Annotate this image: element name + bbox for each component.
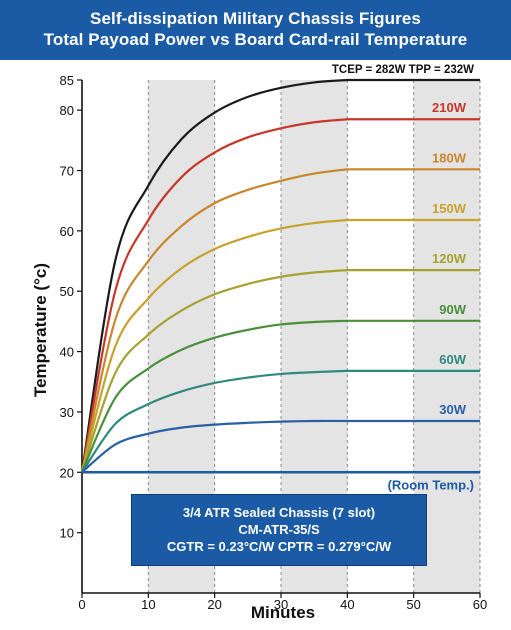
series-line-1	[80, 78, 480, 473]
series-lines	[80, 78, 480, 474]
chart-title-line-2: Total Payoad Power vs Board Card-rail Te…	[43, 30, 468, 49]
series-line-5	[80, 269, 480, 473]
y-tick-label-10: 10	[60, 526, 74, 541]
series-line-4	[80, 218, 480, 473]
chassis-info-box: 3/4 ATR Sealed Chassis (7 slot) CM-ATR-3…	[131, 494, 427, 566]
series-label-3: 180W	[432, 150, 467, 165]
y-tick-label-40: 40	[60, 345, 74, 360]
x-tick-label-50: 50	[406, 597, 420, 612]
thermal-ratings: CGTR = 0.23°C/W CPTR = 0.279°C/W	[166, 539, 392, 554]
series-line-8	[81, 419, 480, 474]
series-labels: (Room Temp.) TCEP = 282W TPP = 232W 210W 18…	[332, 64, 474, 492]
series-label-7: 60W	[439, 352, 466, 367]
x-axis-label: Minutes	[251, 603, 315, 622]
x-tick-label-60: 60	[473, 597, 487, 612]
chassis-type: 3/4 ATR Sealed Chassis (7 slot)	[182, 505, 376, 520]
y-tick-label-85: 85	[60, 73, 74, 88]
y-tick-label-50: 50	[60, 284, 74, 299]
x-tick-label-0: 0	[78, 597, 85, 612]
series-line-3	[80, 168, 480, 473]
series-label-5: 120W	[432, 251, 467, 266]
axes: 10 20 30 40 50 60 70 80 85 0 10 20 30 40 50 60	[60, 73, 488, 612]
x-tick-label-30: 30	[274, 597, 288, 612]
series-label-1: TCEP = 282W TPP = 232W	[332, 64, 474, 76]
series-line-7	[81, 369, 480, 473]
y-tick-label-80: 80	[60, 103, 74, 118]
y-tick-label-60: 60	[60, 224, 74, 239]
chart-title-line-1: Self-dissipation Military Chassis Figure…	[90, 9, 421, 28]
series-label-4: 150W	[432, 201, 467, 216]
y-axis-label: Temperature (°c)	[31, 263, 50, 397]
y-tick-label-70: 70	[60, 164, 74, 179]
x-tick-label-40: 40	[340, 597, 354, 612]
title-band: Self-dissipation Military Chassis Figure…	[0, 0, 511, 60]
x-tick-label-10: 10	[141, 597, 155, 612]
room-temperature-label: (Room Temp.)	[388, 477, 474, 492]
y-tick-label-20: 20	[60, 465, 74, 480]
series-line-6	[80, 319, 480, 473]
chassis-model: CM-ATR-35/S	[238, 522, 320, 537]
series-label-2: 210W	[432, 100, 467, 115]
series-label-6: 90W	[439, 302, 466, 317]
y-tick-label-30: 30	[60, 405, 74, 420]
series-line-2	[80, 118, 480, 473]
x-tick-label-20: 20	[207, 597, 221, 612]
series-label-8: 30W	[439, 402, 466, 417]
